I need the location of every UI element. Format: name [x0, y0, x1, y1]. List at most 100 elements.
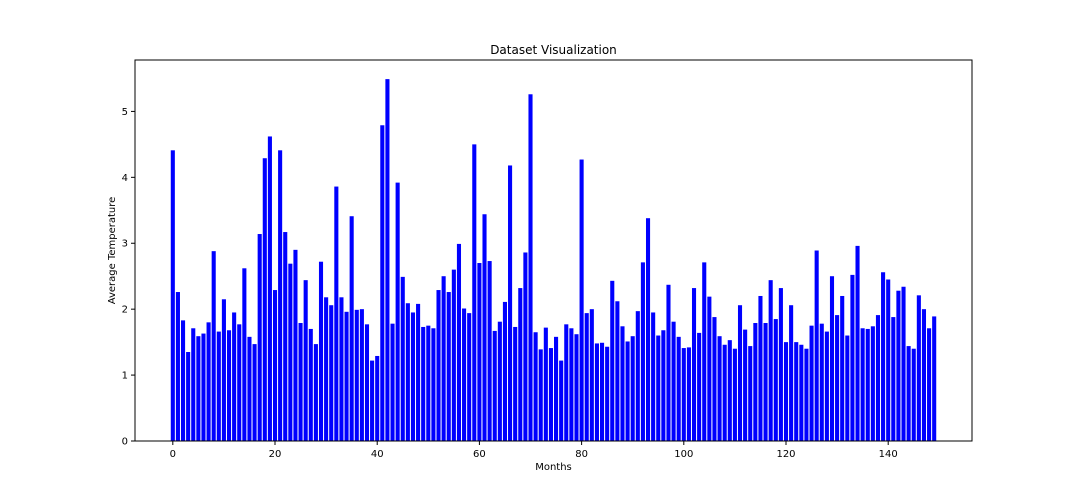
bar: [814, 250, 819, 441]
bar: [778, 288, 783, 441]
bar: [400, 276, 405, 441]
bar: [850, 274, 855, 441]
bar: [180, 320, 186, 441]
bar: [554, 336, 559, 441]
bar: [421, 326, 426, 441]
y-axis-label: Average Temperature: [107, 197, 118, 305]
x-tick-label: 0: [170, 449, 176, 460]
bar: [201, 333, 206, 441]
bar: [717, 336, 722, 441]
bar: [870, 326, 875, 441]
bar: [630, 336, 635, 441]
bar: [559, 360, 564, 441]
bar: [921, 309, 927, 441]
bar: [707, 296, 712, 441]
bar: [431, 328, 436, 441]
bar: [308, 328, 313, 441]
y-tick-label: 3: [122, 239, 128, 250]
bar: [462, 308, 467, 441]
bar: [318, 261, 324, 441]
x-axis-ticks: 0 20 40 60 80 100 120 140: [170, 441, 898, 460]
y-tick-label: 0: [122, 437, 128, 448]
bar: [927, 328, 932, 441]
bar: [242, 268, 247, 441]
bar: [840, 295, 845, 441]
bar: [600, 342, 605, 441]
bar: [502, 301, 507, 441]
x-tick-label: 120: [776, 449, 795, 460]
bar: [354, 309, 359, 441]
bar: [819, 323, 824, 441]
bars-group: [170, 79, 937, 442]
bar: [666, 284, 671, 441]
bar: [416, 303, 421, 441]
x-axis-label: Months: [535, 462, 572, 473]
bar: [865, 328, 870, 441]
bar: [370, 360, 375, 441]
bar: [262, 158, 267, 441]
bar: [252, 344, 257, 441]
bar: [589, 309, 594, 441]
bar: [737, 305, 743, 441]
bar: [395, 182, 400, 442]
x-tick-label: 140: [879, 449, 898, 460]
bar: [375, 355, 380, 441]
bar: [533, 332, 538, 441]
bar: [385, 79, 390, 442]
bar: [482, 214, 487, 441]
bar: [886, 279, 891, 441]
bar: [615, 301, 620, 441]
bar: [313, 344, 318, 441]
bar: [196, 336, 201, 441]
bar: [405, 303, 410, 441]
bar: [911, 348, 916, 441]
bar: [732, 348, 737, 441]
bar: [681, 348, 686, 441]
bar: [809, 325, 814, 441]
bar: [441, 276, 446, 441]
bar: [896, 290, 901, 441]
bar: [508, 165, 513, 441]
bar: [339, 297, 344, 441]
bar: [349, 216, 354, 441]
bar: [789, 305, 794, 441]
bar: [661, 330, 666, 441]
plot-frame: [134, 59, 973, 442]
bar: [574, 334, 579, 441]
bar: [390, 323, 395, 441]
bar: [247, 336, 252, 441]
x-tick-label: 60: [473, 449, 486, 460]
bar: [257, 234, 262, 441]
x-tick-label: 20: [269, 449, 282, 460]
bar: [891, 317, 896, 441]
bar: [855, 245, 860, 441]
bar: [799, 344, 804, 441]
bar: [691, 288, 697, 441]
bar: [324, 297, 329, 441]
bar: [380, 125, 385, 441]
bar: [221, 299, 226, 441]
bar: [916, 295, 921, 441]
bar: [697, 332, 702, 441]
bar: [671, 321, 676, 441]
bar: [845, 335, 850, 441]
bar: [579, 159, 584, 441]
bar: [272, 290, 278, 441]
bar: [712, 317, 717, 441]
bar: [702, 262, 707, 441]
bar: [548, 348, 553, 441]
bar: [783, 342, 789, 441]
bar: [640, 262, 645, 441]
bar: [829, 276, 835, 441]
bar: [175, 292, 180, 441]
bar: [518, 288, 523, 441]
bar: [298, 323, 303, 441]
bar: [676, 336, 681, 441]
bar: [656, 335, 661, 441]
y-tick-label: 4: [122, 173, 128, 184]
bar: [492, 330, 497, 441]
bar: [477, 263, 482, 441]
bar: [794, 342, 799, 441]
bar: [758, 295, 763, 441]
